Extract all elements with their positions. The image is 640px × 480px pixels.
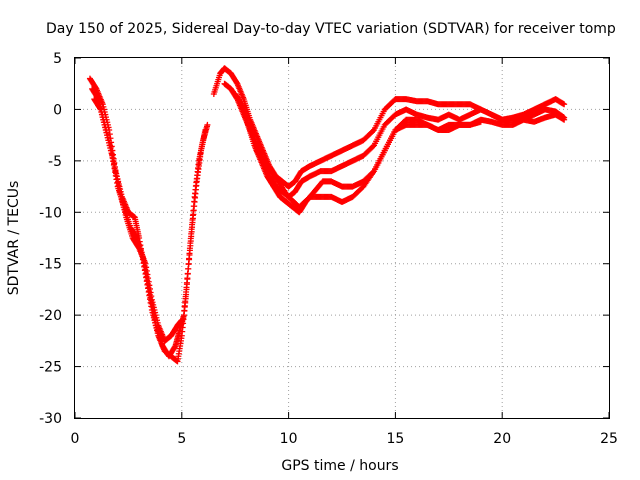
y-tick-label: -10 [39,205,62,221]
plot-frame [74,57,610,419]
y-tick-label: -20 [39,308,62,324]
y-axis-label: SDTVAR / TECUs [6,181,22,296]
y-tick-label: 5 [53,51,62,67]
x-tick-label: 20 [493,431,511,447]
series-track-c [91,96,185,344]
chart-title: Day 150 of 2025, Sidereal Day-to-day VTE… [46,21,616,37]
y-tick-label: -5 [48,154,62,170]
data-point [561,101,568,108]
axis-ticks: 0 5 10 15 20 25 5 0 -5 -10 -15 -20 -25 -30 [39,51,618,447]
x-tick-label: 25 [600,431,618,447]
data-point [561,116,568,123]
data-point [477,118,484,125]
y-tick-label: -30 [39,411,62,427]
x-axis-label: GPS time / hours [281,458,398,474]
series-track-g [253,118,484,211]
data-points [86,65,568,365]
y-tick-label: 0 [53,102,62,118]
y-tick-label: -25 [39,360,62,376]
data-point [202,127,209,133]
data-point [178,317,185,324]
x-tick-label: 15 [386,431,404,447]
x-tick-label: 0 [71,431,80,447]
x-tick-label: 5 [177,431,186,447]
y-tick-label: -15 [39,257,62,273]
data-point [204,121,211,128]
x-tick-label: 10 [280,431,298,447]
data-point [369,143,376,150]
data-point [369,128,376,135]
